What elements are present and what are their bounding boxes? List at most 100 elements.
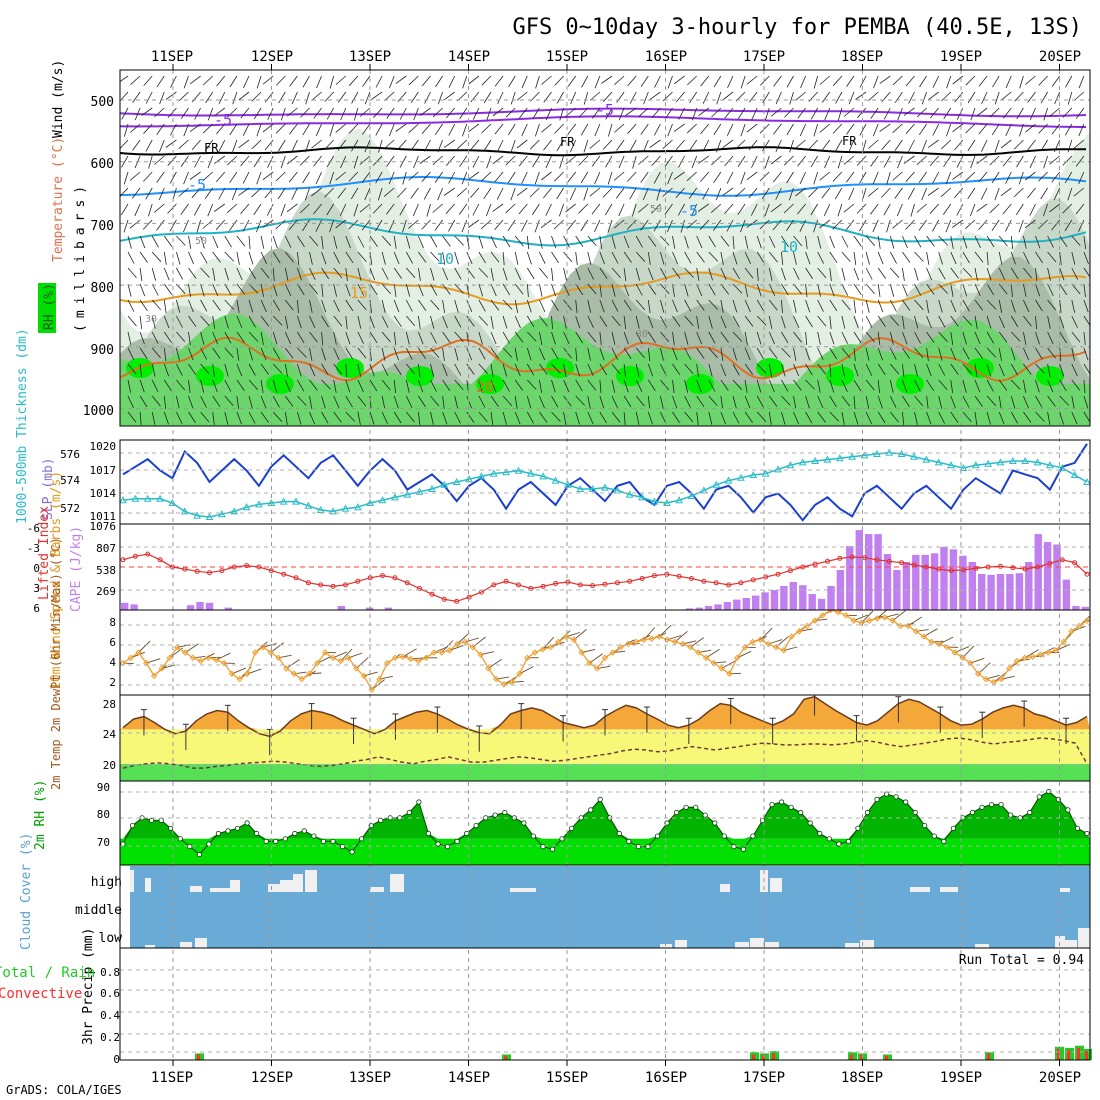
wind-barb (516, 187, 528, 197)
wind-barb (713, 171, 722, 184)
wind-barb (405, 363, 416, 375)
wind-barb (732, 267, 741, 280)
wind-barb (357, 315, 362, 329)
wind-barb (629, 187, 637, 200)
wind-barb (232, 139, 238, 153)
wind-barb (345, 315, 348, 329)
wind-barb (418, 283, 424, 297)
wind-barb (227, 155, 238, 166)
ylabel-lifted-index: Lifted Index (37, 506, 52, 600)
wind-barb (176, 395, 180, 409)
wind-barb (653, 123, 661, 136)
lifted-index-point (194, 568, 200, 574)
wind-barb (218, 139, 226, 152)
tick-precip-0.8: 0.8 (100, 966, 120, 979)
wind-speed-point (943, 643, 951, 651)
wind-barb (877, 331, 881, 345)
wind-barb (750, 203, 758, 216)
wind-barb (838, 610, 844, 613)
wind-barb (696, 235, 703, 249)
wind-barb (490, 379, 497, 393)
wind-barb (129, 171, 141, 181)
rh-point (950, 825, 957, 831)
wind-barb (337, 187, 347, 199)
wind-barb (967, 91, 976, 104)
wind-barb (1043, 107, 1048, 121)
wind-barb (1047, 379, 1054, 393)
wind-barb (297, 267, 302, 281)
thickness-point (934, 458, 943, 466)
wind-barb (797, 155, 806, 167)
wind-barb (502, 299, 513, 310)
rh-point (292, 830, 298, 837)
wind-barb (894, 139, 903, 151)
wind-barb (490, 395, 499, 407)
wind-barb (872, 219, 879, 233)
wind-barb (623, 299, 632, 312)
wind-barb (795, 187, 806, 197)
tick-li-6: 6 (33, 602, 40, 615)
contour-label: 50 (195, 236, 207, 247)
tick-li-neg3: -3 (27, 542, 40, 555)
wind-barb (1019, 123, 1024, 137)
wind-barb (359, 203, 371, 213)
wind-barb (926, 331, 935, 343)
wind-barb (967, 139, 976, 152)
wind-barb (496, 187, 504, 200)
wind-speed-point (492, 675, 500, 683)
wind-barb (305, 139, 310, 153)
lifted-index-point (503, 578, 509, 584)
wind-barb (772, 219, 782, 231)
wind-barb (700, 75, 710, 87)
wind-barb (418, 331, 424, 345)
wind-barb (297, 235, 305, 248)
lifted-index-point (948, 568, 954, 574)
wind-barb (291, 91, 298, 105)
wind-barb (448, 171, 456, 184)
wind-barb (478, 347, 486, 360)
wind-barb (159, 139, 165, 153)
wind-barb (262, 171, 274, 181)
wind-barb (927, 187, 939, 196)
wind-barb (902, 395, 910, 408)
wind-barb (1027, 139, 1036, 151)
wind-barb (732, 283, 743, 294)
temperature-panel (120, 695, 1090, 781)
wind-barb (708, 235, 716, 248)
thickness-point (601, 483, 609, 491)
wind-barb (188, 235, 192, 249)
wind-barb (200, 299, 208, 312)
ylabel-thickness: 1000-500mb Thickness (dm) (15, 328, 30, 524)
wind-barb (1035, 251, 1043, 264)
wind-barb (333, 267, 343, 279)
wind-barb (660, 315, 667, 328)
wind-barb (926, 235, 935, 247)
wind-barb (938, 251, 943, 265)
wind-barb (974, 331, 981, 345)
wind-speed-point (524, 654, 531, 662)
wind-barb (938, 363, 946, 376)
wind-barb (970, 107, 976, 121)
wind-barb (1071, 235, 1081, 247)
wind-barb (635, 347, 645, 359)
wind-barb (176, 315, 183, 328)
wind-barb (921, 187, 927, 201)
wind-barb (541, 75, 552, 85)
wind-barb (583, 187, 589, 201)
wind-barb (454, 251, 459, 265)
wind-barb (573, 629, 587, 641)
thickness-point (452, 477, 461, 485)
wind-barb (551, 347, 559, 360)
wind-barb (926, 379, 935, 392)
rh-point (225, 828, 231, 834)
wind-barb (819, 75, 831, 85)
wind-barb (974, 347, 983, 359)
wind-barb (786, 171, 794, 184)
date-label: 20SEP (1039, 49, 1081, 65)
wind-barb (873, 75, 879, 89)
wind-barb (720, 331, 729, 343)
wind-barb (608, 123, 613, 137)
wind-barb (378, 139, 383, 153)
wind-barb (599, 331, 602, 345)
wind-barb (651, 107, 661, 119)
